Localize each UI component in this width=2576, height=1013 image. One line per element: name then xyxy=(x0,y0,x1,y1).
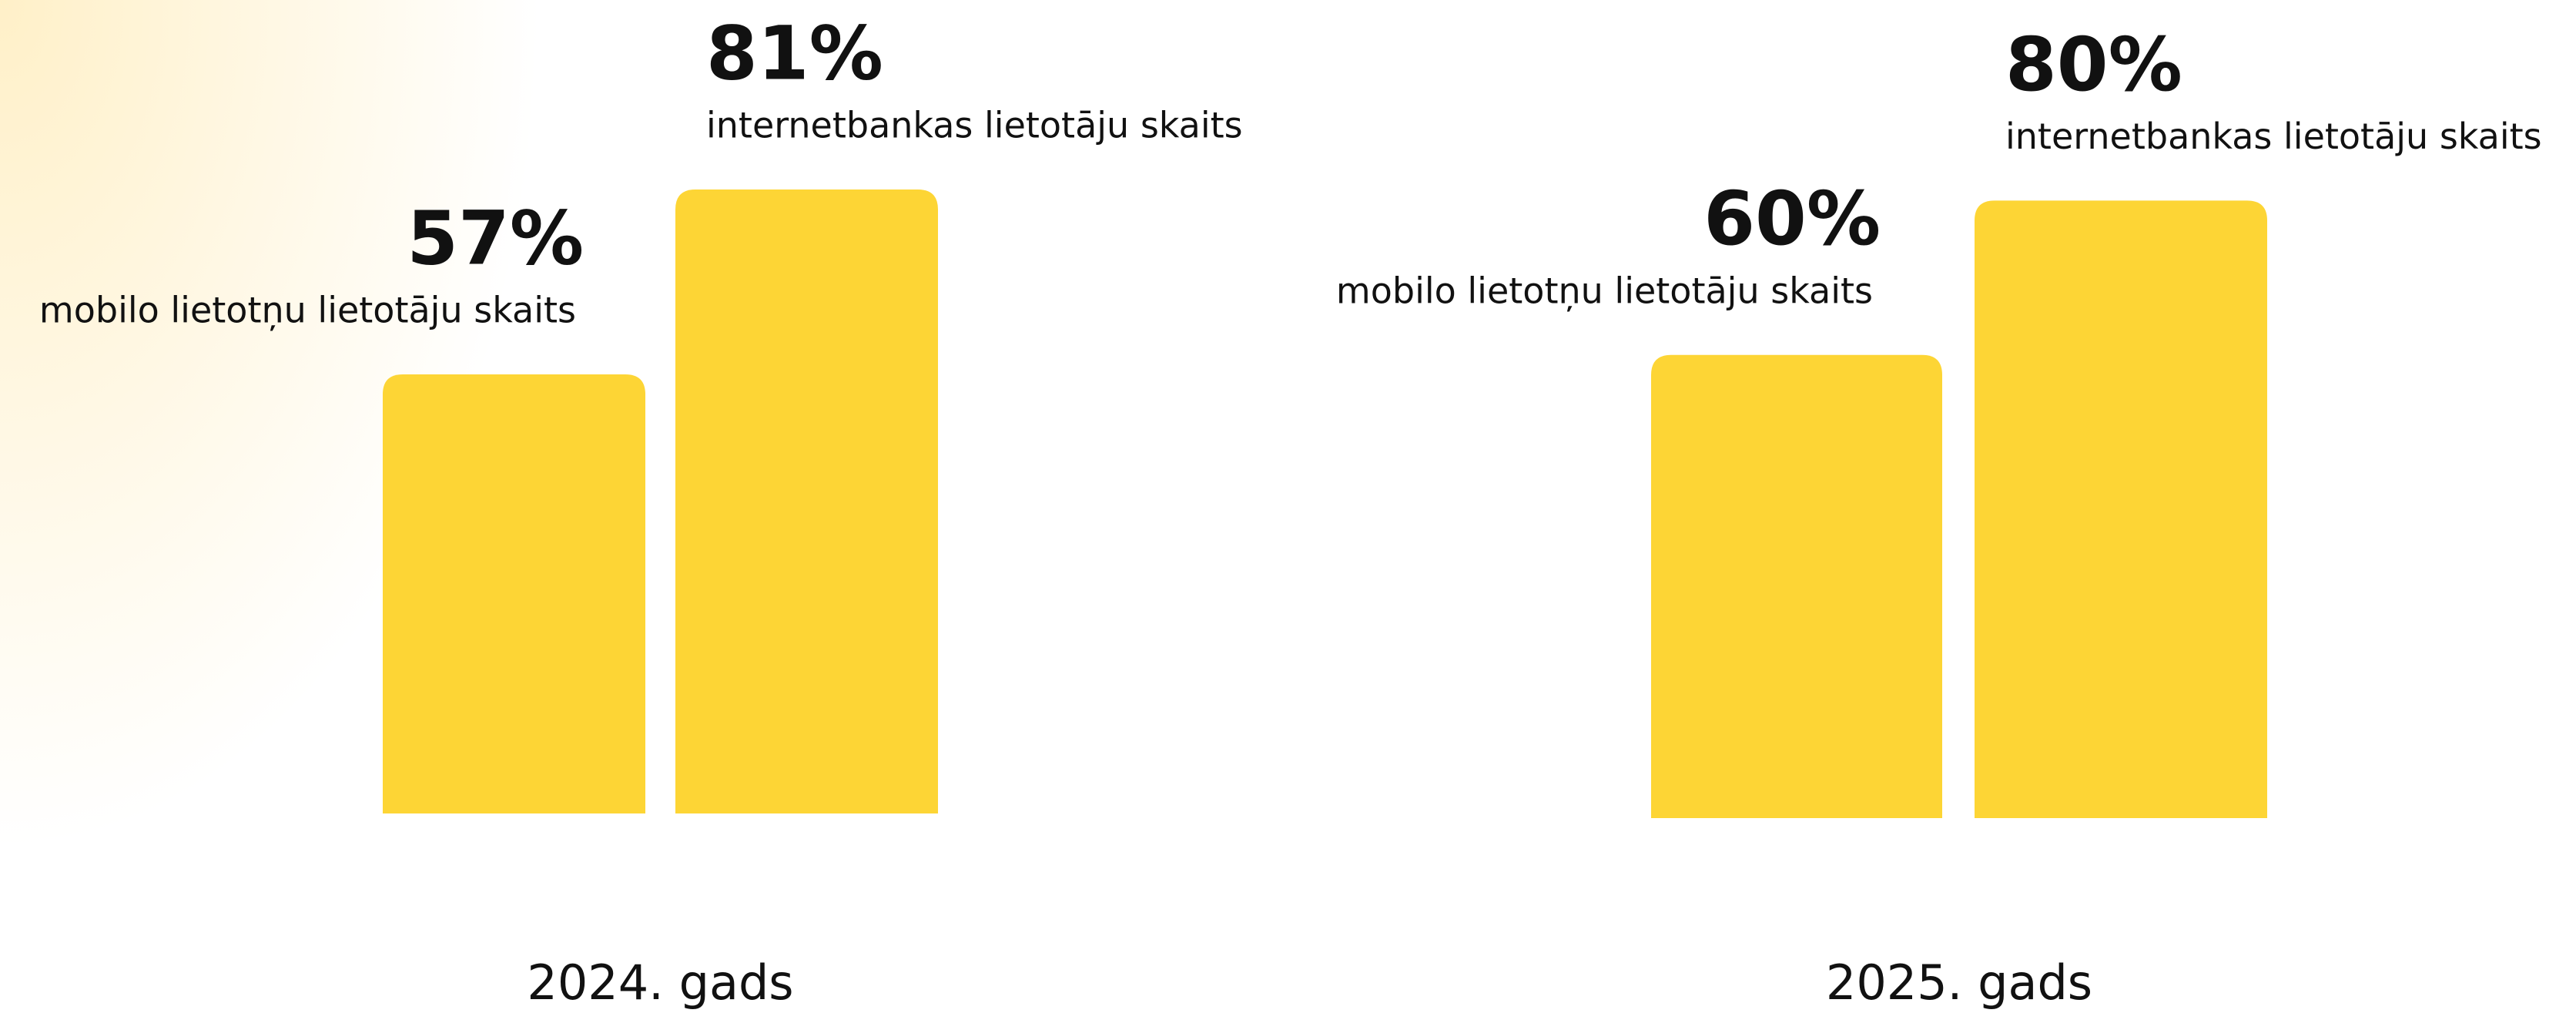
value-label: 60% xyxy=(1703,176,1881,262)
x-axis-label: 2024. gads xyxy=(527,954,793,1011)
value-label: 57% xyxy=(407,195,584,281)
bar xyxy=(1975,200,2267,818)
x-axis-label: 2025. gads xyxy=(1826,954,2092,1011)
bar xyxy=(1651,354,1942,818)
value-label: 80% xyxy=(2005,22,2182,108)
category-label: internetbankas lietotāju skaits xyxy=(706,105,1243,146)
category-label: mobilo lietotņu lietotāju skaits xyxy=(1336,270,1873,311)
category-label: mobilo lietotņu lietotāju skaits xyxy=(39,290,576,331)
category-label: internetbankas lietotāju skaits xyxy=(2005,116,2542,157)
bar xyxy=(675,190,938,813)
value-label: 81% xyxy=(706,10,883,96)
bar xyxy=(383,374,645,813)
